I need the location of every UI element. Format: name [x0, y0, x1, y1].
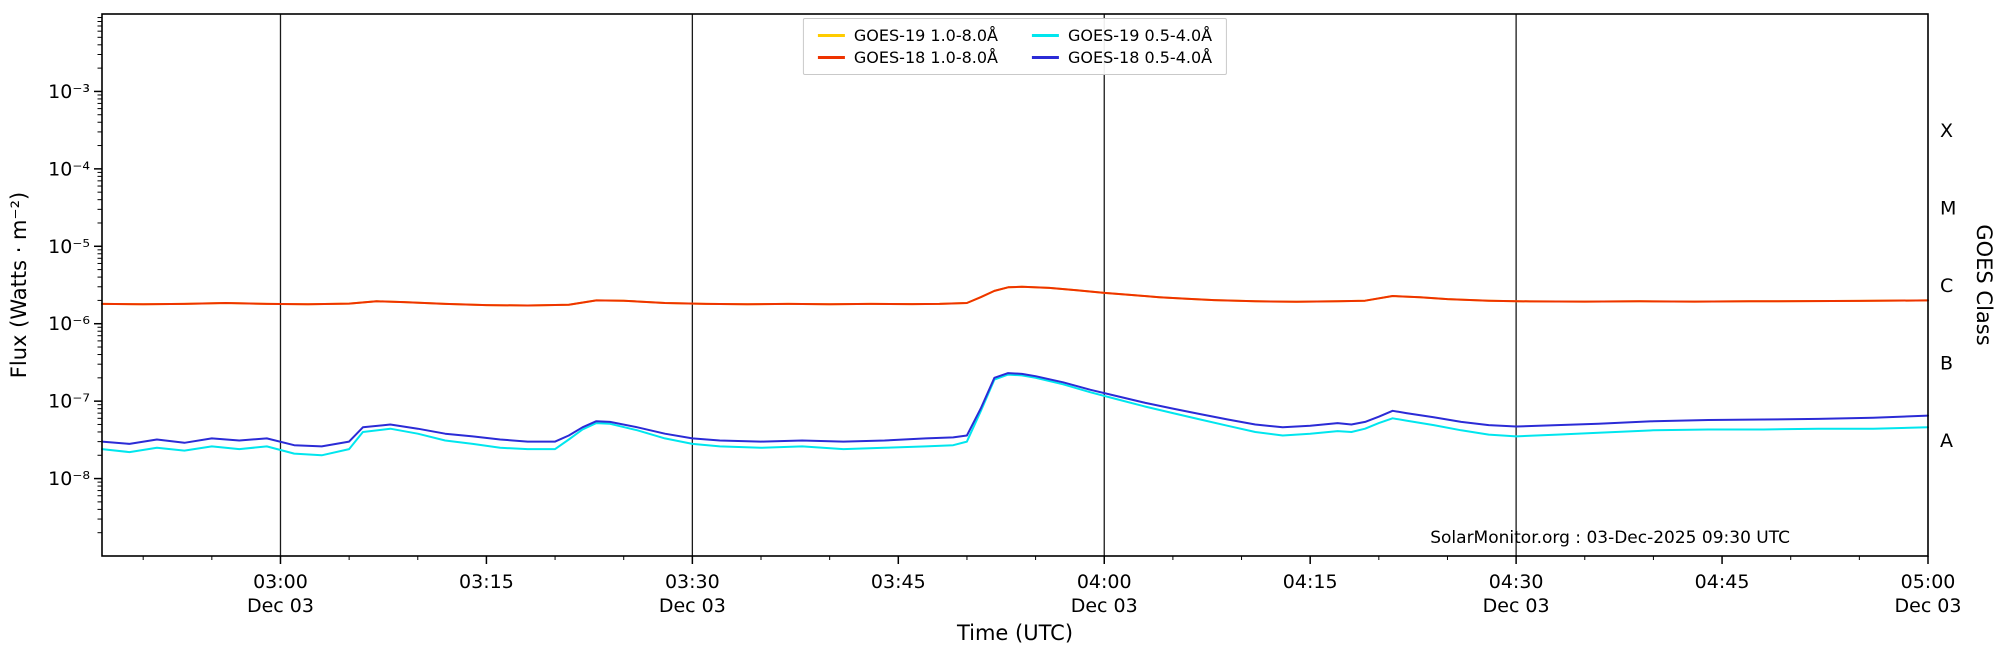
goes-class-letter: C [1940, 275, 1953, 297]
x-tick-label: 05:00 [1901, 571, 1956, 593]
legend-line-swatch [1032, 56, 1059, 59]
goes-class-letter: A [1940, 430, 1953, 452]
y-tick-label: 10⁻⁵ [48, 236, 90, 258]
y-tick-label: 10⁻⁴ [48, 158, 90, 180]
legend-item: GOES-19 1.0-8.0Å [817, 26, 998, 45]
legend-line-swatch [1032, 34, 1059, 37]
x-tick-label: 03:30 [665, 571, 720, 593]
x-tick-label: 03:15 [459, 571, 514, 593]
goes-class-letter: M [1940, 198, 1956, 220]
legend-label: GOES-18 1.0-8.0Å [853, 48, 998, 67]
plot-border [101, 13, 1929, 557]
y-axis-label: Flux (Watts · m⁻²) [7, 192, 31, 378]
legend-item: GOES-18 1.0-8.0Å [817, 48, 998, 67]
legend-item: GOES-19 0.5-4.0Å [1032, 26, 1212, 45]
x-tick-date: Dec 03 [1071, 595, 1138, 617]
watermark-text: SolarMonitor.org : 03-Dec-2025 09:30 UTC [1430, 528, 1790, 548]
x-axis-label: Time (UTC) [956, 621, 1073, 645]
y-tick-label: 10⁻⁷ [48, 391, 90, 413]
x-tick-label: 03:00 [253, 571, 308, 593]
x-tick-date: Dec 03 [1483, 595, 1550, 617]
legend-label: GOES-18 0.5-4.0Å [1068, 48, 1213, 67]
x-tick-label: 04:30 [1489, 571, 1544, 593]
goes-class-letter: B [1940, 352, 1953, 374]
legend-item: GOES-18 0.5-4.0Å [1032, 48, 1212, 67]
series-line-4 [101, 372, 1929, 448]
goes-class-letter: X [1940, 120, 1953, 142]
right-axis-label: GOES Class [1972, 224, 1996, 345]
legend-label: GOES-19 1.0-8.0Å [853, 26, 998, 45]
y-tick-label: 10⁻⁶ [48, 313, 90, 335]
legend: GOES-19 1.0-8.0Å GOES-18 1.0-8.0Å GOES-19 … [802, 18, 1228, 75]
x-tick-label: 04:45 [1695, 571, 1750, 593]
legend-label: GOES-19 0.5-4.0Å [1068, 26, 1213, 45]
x-tick-date: Dec 03 [247, 595, 314, 617]
x-tick-date: Dec 03 [1895, 595, 1962, 617]
legend-line-swatch [817, 34, 845, 37]
x-tick-label: 04:15 [1283, 571, 1338, 593]
series-line-3 [101, 373, 1929, 457]
x-tick-date: Dec 03 [659, 595, 726, 617]
series-line-2 [101, 285, 1929, 307]
x-tick-label: 03:45 [871, 571, 926, 593]
series-line-1 [101, 285, 1929, 307]
y-tick-label: 10⁻³ [48, 81, 90, 103]
y-tick-label: 10⁻⁸ [48, 468, 90, 490]
legend-line-swatch [817, 56, 845, 59]
x-tick-label: 04:00 [1077, 571, 1132, 593]
